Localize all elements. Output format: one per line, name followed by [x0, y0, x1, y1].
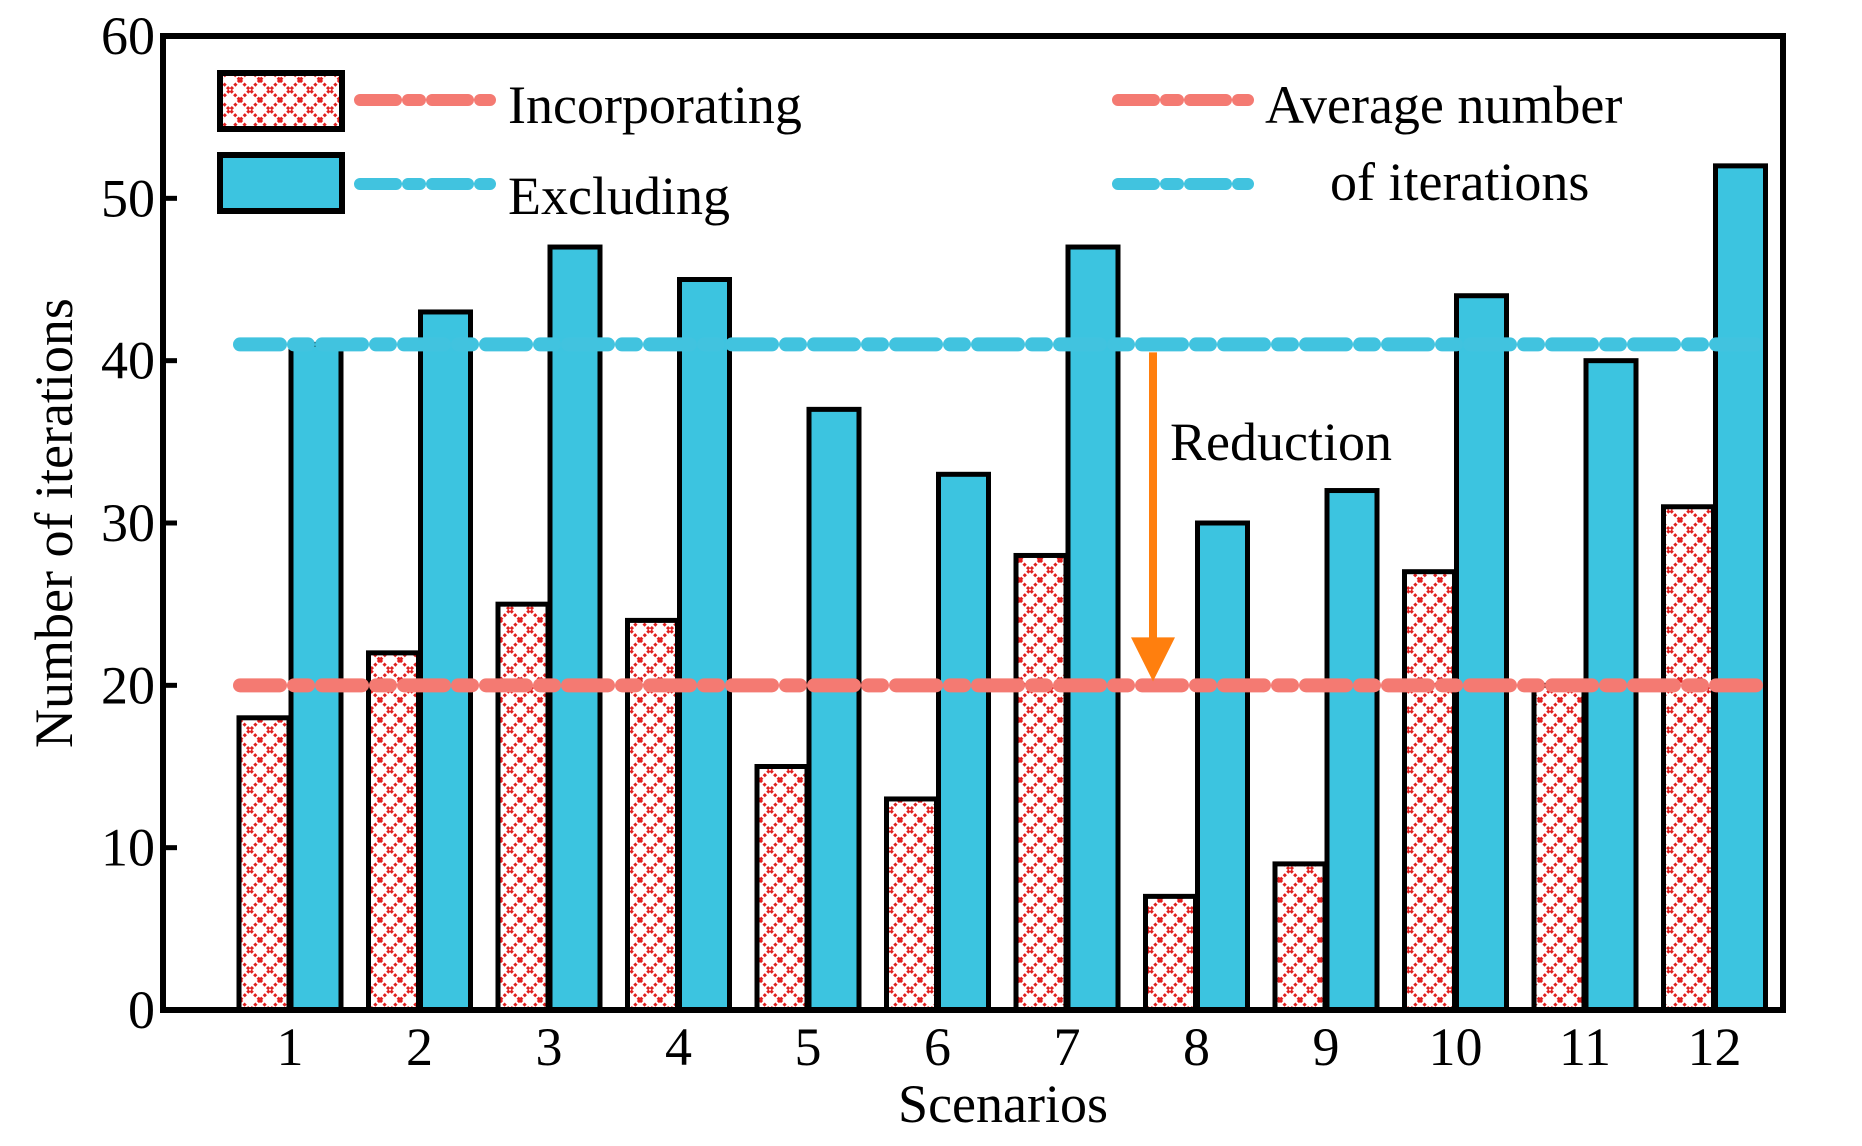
x-tick-label: 11 — [1559, 1017, 1611, 1077]
bar-excluding-5 — [806, 406, 862, 1013]
x-tick-label: 5 — [795, 1017, 822, 1077]
bar-excluding-3 — [547, 244, 603, 1013]
bar-excluding-6 — [936, 471, 991, 1013]
bar-excluding-1 — [288, 341, 344, 1013]
x-tick-label: 8 — [1183, 1017, 1210, 1077]
x-axis-title: Scenarios — [898, 1074, 1108, 1134]
legend: Incorporating Excluding Average number o… — [217, 70, 1622, 226]
x-tick-label: 10 — [1429, 1017, 1483, 1077]
x-tick-label: 6 — [924, 1017, 951, 1077]
legend-swatch-excluding — [217, 152, 345, 214]
reduction-annotation: Reduction — [1131, 352, 1392, 682]
bar-incorporating-12 — [1661, 504, 1716, 1013]
reduction-label: Reduction — [1170, 412, 1392, 472]
x-tick-label: 4 — [665, 1017, 692, 1077]
bar-excluding-2 — [418, 309, 473, 1013]
x-tick-label: 7 — [1054, 1017, 1081, 1077]
bar-incorporating-7 — [1013, 552, 1069, 1013]
y-tick-label: 20 — [101, 655, 155, 715]
reduction-arrow-head — [1131, 637, 1175, 682]
bar-excluding-10 — [1454, 293, 1509, 1013]
legend-average-label-line2: of iterations — [1330, 152, 1589, 212]
bar-incorporating-5 — [754, 764, 810, 1013]
bar-incorporating-10 — [1402, 569, 1457, 1013]
plot-frame — [160, 33, 1786, 1013]
bar-incorporating-3 — [495, 601, 551, 1013]
bar-excluding-7 — [1065, 244, 1121, 1013]
legend-label-excluding: Excluding — [508, 166, 730, 226]
y-tick-label: 40 — [101, 331, 155, 391]
bar-incorporating-1 — [236, 715, 292, 1013]
bar-incorporating-11 — [1531, 682, 1587, 1013]
y-tick-label: 0 — [128, 980, 155, 1040]
y-tick-label: 50 — [101, 168, 155, 228]
x-tick-label: 12 — [1688, 1017, 1742, 1077]
bar-excluding-12 — [1713, 163, 1768, 1013]
x-tick-label: 1 — [277, 1017, 304, 1077]
bar-excluding-4 — [677, 277, 732, 1013]
legend-label-incorporating: Incorporating — [508, 75, 802, 135]
legend-swatch-incorporating — [217, 70, 345, 132]
bar-incorporating-9 — [1272, 861, 1328, 1013]
bar-excluding-9 — [1324, 488, 1380, 1013]
x-tick-label: 3 — [536, 1017, 563, 1077]
y-tick-label: 30 — [101, 493, 155, 553]
bar-incorporating-8 — [1143, 893, 1198, 1013]
x-tick-label: 2 — [406, 1017, 433, 1077]
y-axis-title: Number of iterations — [24, 298, 84, 748]
y-tick-label: 60 — [101, 6, 155, 66]
legend-average-label-line1: Average number — [1265, 75, 1622, 135]
bar-incorporating-2 — [366, 650, 421, 1013]
bar-incorporating-6 — [884, 796, 939, 1013]
x-tick-label: 9 — [1313, 1017, 1340, 1077]
bar-excluding-8 — [1195, 520, 1250, 1013]
y-tick-label: 10 — [101, 818, 155, 878]
